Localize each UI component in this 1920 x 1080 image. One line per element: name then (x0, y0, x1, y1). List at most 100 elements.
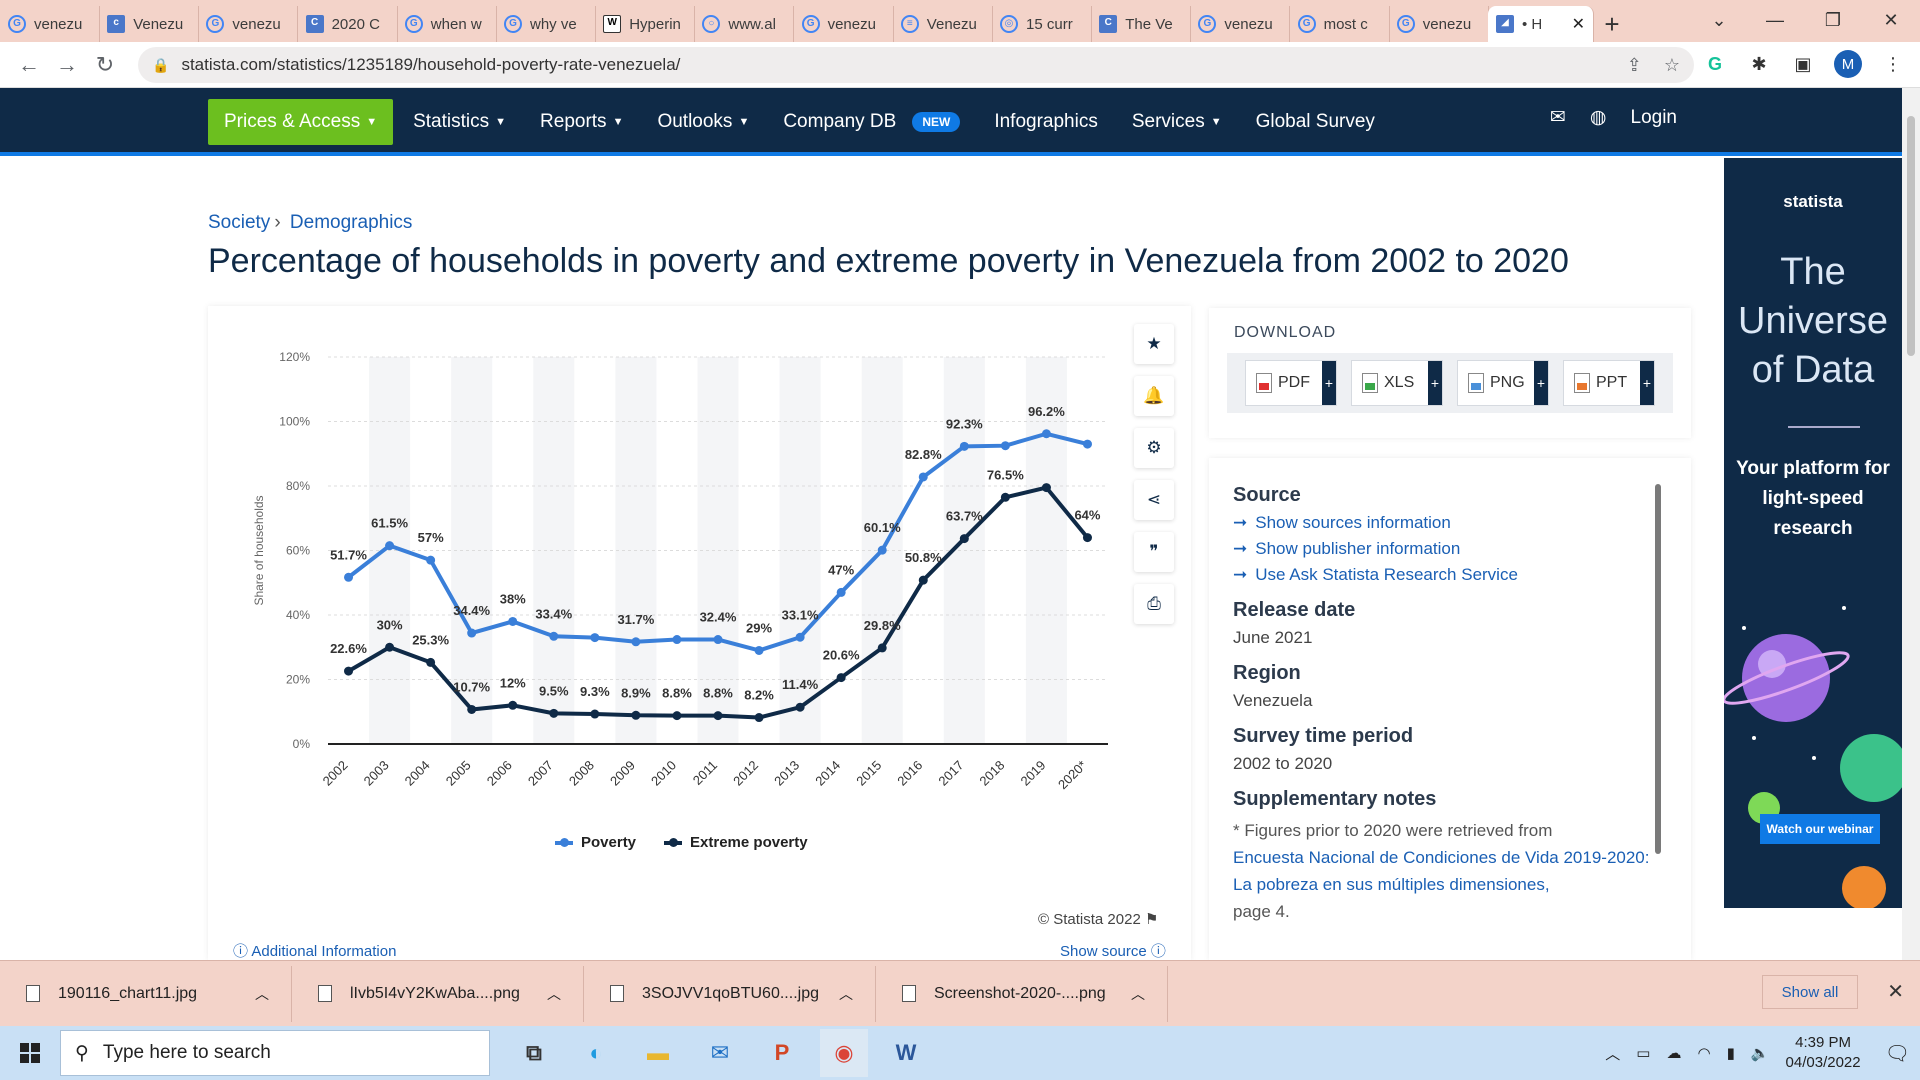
cite-quote-icon[interactable]: ❞ (1134, 532, 1174, 572)
browser-tab[interactable]: W Hyperin (595, 6, 696, 42)
side-panel-icon[interactable]: ▣ (1794, 53, 1812, 74)
favorite-star-icon[interactable]: ★ (1134, 324, 1174, 364)
download-png-button[interactable]: PNG + (1457, 360, 1549, 406)
page-scrollbar[interactable] (1902, 88, 1920, 960)
nav-reports[interactable]: Reports ▼ (540, 111, 624, 132)
share-icon[interactable]: ⋖ (1134, 480, 1174, 520)
address-bar[interactable]: 🔒 statista.com/statistics/1235189/househ… (138, 47, 1694, 83)
browser-tab[interactable]: ○ www.al (694, 6, 795, 42)
flag-icon[interactable]: ⚑ (1144, 911, 1159, 928)
chrome-icon[interactable]: ◉ (820, 1029, 868, 1077)
mail-app-icon[interactable]: ✉ (710, 1040, 730, 1065)
grammarly-extension-icon[interactable]: G (1707, 53, 1722, 74)
download-ppt-button[interactable]: PPT + (1563, 360, 1655, 406)
notification-bell-icon[interactable]: 🔔 (1134, 376, 1174, 416)
chevron-up-icon[interactable]: ︿ (547, 985, 561, 1002)
task-view-icon[interactable]: ⧉ (526, 1040, 542, 1065)
plus-icon[interactable]: + (1322, 361, 1336, 405)
reload-button[interactable]: ↻ (95, 51, 115, 77)
show-publisher-link[interactable]: ➞ Show publisher information (1233, 539, 1461, 558)
new-tab-button[interactable]: + (1604, 8, 1620, 39)
breadcrumb-demographics[interactable]: Demographics (289, 212, 413, 233)
notifications-icon[interactable]: 🗨 (1884, 1042, 1910, 1065)
volume-icon[interactable]: 🔈 (1750, 1045, 1770, 1062)
login-link[interactable]: Login (1630, 106, 1678, 128)
nav-company-db[interactable]: Company DB NEW (783, 111, 961, 133)
plus-icon[interactable]: + (1534, 361, 1548, 405)
browser-tab[interactable]: ≡ Venezu (893, 6, 993, 42)
nav-prices-access[interactable]: Prices & Access ▼ (208, 99, 394, 145)
back-button[interactable]: ← (18, 51, 40, 77)
show-sources-link[interactable]: ➞ Show sources information (1233, 513, 1451, 532)
clock[interactable]: 4:39 PM 04/03/2022 (1786, 1033, 1861, 1073)
info-scrollbar[interactable] (1655, 484, 1661, 854)
lock-icon[interactable]: 🔒 (152, 56, 170, 73)
print-icon[interactable]: ⎙ (1134, 584, 1174, 624)
maximize-button[interactable]: ❐ (1824, 9, 1842, 30)
download-item[interactable]: 3SOJVV1qoBTU60....jpg ︿ (584, 965, 876, 1022)
scrollbar-thumb[interactable] (1907, 116, 1915, 356)
settings-gear-icon[interactable]: ⚙ (1134, 428, 1174, 468)
nav-services[interactable]: Services ▼ (1131, 111, 1222, 132)
share-icon[interactable]: ⇪ (1626, 54, 1642, 75)
download-item[interactable]: 190116_chart11.jpg ︿ (0, 965, 292, 1022)
advertisement[interactable]: statista The Universe of Data Your platf… (1724, 158, 1902, 908)
chevron-up-icon[interactable]: ︿ (839, 985, 853, 1002)
wifi-icon[interactable]: ◠ (1697, 1045, 1711, 1062)
chevron-up-icon[interactable]: ︿ (1605, 1045, 1621, 1063)
powerpoint-icon[interactable]: P (774, 1040, 790, 1065)
nav-outlooks[interactable]: Outlooks ▼ (657, 111, 750, 132)
close-shelf-icon[interactable]: ✕ (1887, 981, 1904, 1003)
globe-icon[interactable]: ◍ (1589, 107, 1607, 128)
chrome-menu-icon[interactable]: ⋮ (1884, 53, 1902, 74)
additional-information-link[interactable]: ⓘ Additional Information (233, 943, 397, 960)
download-pdf-button[interactable]: PDF + (1245, 360, 1337, 406)
forward-button[interactable]: → (56, 51, 78, 77)
plus-icon[interactable]: + (1428, 361, 1442, 405)
extensions-puzzle-icon[interactable]: ✱ (1751, 53, 1767, 74)
watch-webinar-button[interactable]: Watch our webinar (1760, 814, 1880, 844)
plus-icon[interactable]: + (1640, 361, 1654, 405)
close-window-button[interactable]: ✕ (1883, 9, 1899, 30)
chevron-up-icon[interactable]: ︿ (1131, 985, 1145, 1002)
breadcrumb-society[interactable]: Society (208, 212, 271, 233)
show-source-link[interactable]: Show source ⓘ (1060, 943, 1166, 960)
browser-tab[interactable]: C The Ve (1091, 6, 1192, 42)
mail-icon[interactable]: ✉ (1549, 107, 1566, 128)
legend-item-poverty[interactable]: Poverty (555, 834, 636, 851)
onedrive-cloud-icon[interactable]: ☁ (1666, 1045, 1682, 1062)
meet-now-icon[interactable]: ▭ (1636, 1045, 1651, 1062)
browser-tab[interactable]: ◎ 15 curr (992, 6, 1092, 42)
close-tab-icon[interactable]: ✕ (1571, 16, 1585, 33)
file-explorer-icon[interactable]: ▬ (647, 1040, 669, 1065)
battery-icon[interactable]: ▮ (1726, 1045, 1735, 1062)
minimize-button[interactable]: — (1766, 9, 1784, 30)
nav-infographics[interactable]: Infographics (994, 111, 1098, 132)
nav-global-survey[interactable]: Global Survey (1255, 111, 1375, 132)
tab-search-icon[interactable]: ⌄ (1711, 9, 1727, 30)
profile-avatar[interactable]: M (1834, 50, 1862, 78)
bookmark-star-icon[interactable]: ☆ (1663, 54, 1680, 75)
show-all-downloads-button[interactable]: Show all (1762, 975, 1858, 1009)
ask-statista-link[interactable]: ➞ Use Ask Statista Research Service (1233, 565, 1518, 584)
tab-active[interactable]: ◢ • H ✕ (1488, 6, 1594, 42)
chevron-up-icon[interactable]: ︿ (255, 985, 269, 1002)
browser-tab[interactable]: c Venezu (99, 6, 200, 42)
legend-item-extreme-poverty[interactable]: Extreme poverty (664, 834, 808, 851)
taskbar-search[interactable]: ⚲ Type here to search (60, 1030, 490, 1076)
word-icon[interactable]: W (895, 1040, 917, 1065)
edge-browser-icon[interactable]: ◐ (589, 1040, 603, 1065)
nav-statistics[interactable]: Statistics ▼ (413, 111, 507, 132)
download-xls-button[interactable]: XLS + (1351, 360, 1443, 406)
download-item[interactable]: Screenshot-2020-....png ︿ (876, 965, 1168, 1022)
download-item[interactable]: lIvb5I4vY2KwAba....png ︿ (292, 965, 584, 1022)
windows-start-button[interactable] (0, 1026, 60, 1080)
